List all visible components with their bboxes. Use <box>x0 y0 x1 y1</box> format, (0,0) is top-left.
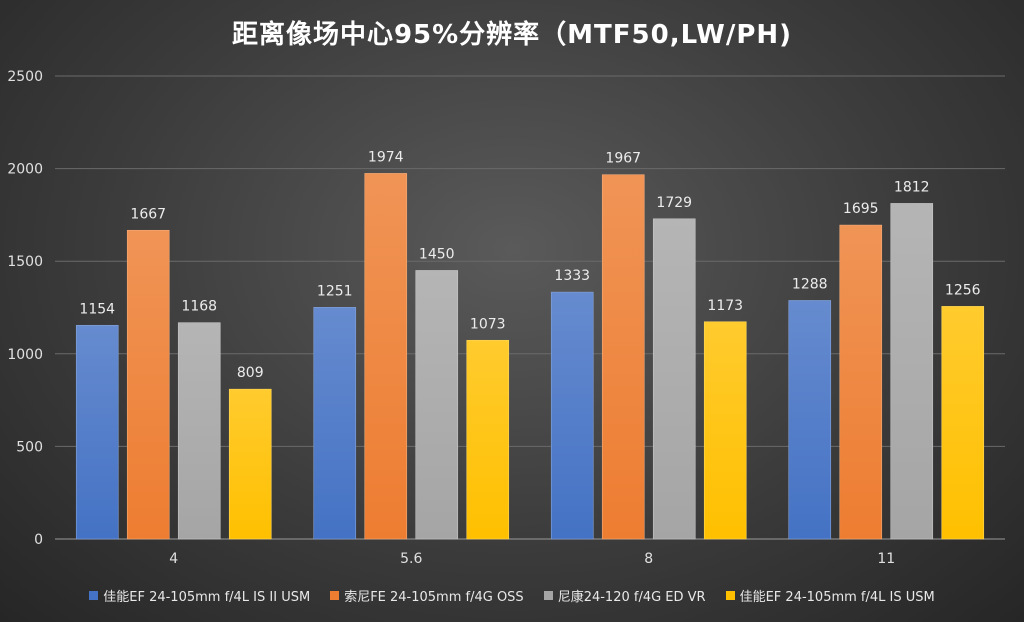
data-label: 1695 <box>843 201 879 217</box>
data-label: 809 <box>237 365 264 381</box>
bar <box>75 324 119 540</box>
data-label: 1812 <box>894 179 930 195</box>
data-label: 1173 <box>707 298 743 314</box>
legend-swatch <box>330 591 340 600</box>
legend-item: 索尼FE 24-105mm f/4G OSS <box>330 586 524 605</box>
y-tick-label: 2000 <box>7 162 43 178</box>
x-tick-label: 8 <box>644 551 653 567</box>
legend-item: 佳能EF 24-105mm f/4L IS USM <box>725 586 935 605</box>
bar <box>364 173 408 540</box>
bar <box>466 339 510 540</box>
y-tick-label: 1500 <box>7 254 43 270</box>
bar <box>228 388 272 540</box>
bar <box>415 270 459 540</box>
bar <box>126 229 170 540</box>
x-tick-label: 5.6 <box>400 551 422 567</box>
x-tick-label: 4 <box>169 551 178 567</box>
y-tick-label: 2500 <box>7 69 43 85</box>
legend-label: 尼康24-120 f/4G ED VR <box>557 590 706 605</box>
legend-label: 索尼FE 24-105mm f/4G OSS <box>344 590 524 605</box>
data-label: 1450 <box>419 246 455 262</box>
x-tick-label: 11 <box>877 551 895 567</box>
bar <box>177 322 221 540</box>
bar <box>839 224 883 540</box>
y-tick-label: 500 <box>16 439 43 455</box>
legend-swatch <box>725 591 735 600</box>
bar <box>788 300 832 540</box>
data-label: 1729 <box>656 195 692 211</box>
bar <box>703 321 747 540</box>
legend-swatch <box>89 591 99 600</box>
bar <box>550 291 594 540</box>
data-label: 1251 <box>317 283 353 299</box>
legend-label: 佳能EF 24-105mm f/4L IS II USM <box>103 590 311 605</box>
legend: 佳能EF 24-105mm f/4L IS II USM 索尼FE 24-105m… <box>0 586 1024 605</box>
y-tick-label: 0 <box>34 532 43 548</box>
bar <box>313 307 357 540</box>
data-label: 1256 <box>945 282 981 298</box>
y-tick-label: 1000 <box>7 347 43 363</box>
data-label: 1073 <box>470 316 506 332</box>
data-label: 1667 <box>130 206 166 222</box>
bar <box>601 174 645 540</box>
legend-label: 佳能EF 24-105mm f/4L IS USM <box>739 590 935 605</box>
data-label: 1967 <box>605 151 641 167</box>
data-label: 1288 <box>792 276 828 292</box>
legend-item: 佳能EF 24-105mm f/4L IS II USM <box>89 586 310 605</box>
bar <box>652 218 696 540</box>
chart-title: 距离像场中心95%分辨率（MTF50,LW/PH) <box>231 20 793 50</box>
data-label: 1333 <box>554 268 590 284</box>
bar <box>890 203 934 540</box>
bar <box>941 306 985 540</box>
data-label: 1974 <box>368 149 404 165</box>
data-label: 1154 <box>79 301 115 317</box>
legend-swatch <box>543 591 553 600</box>
data-label: 1168 <box>181 299 217 315</box>
legend-item: 尼康24-120 f/4G ED VR <box>543 586 706 605</box>
